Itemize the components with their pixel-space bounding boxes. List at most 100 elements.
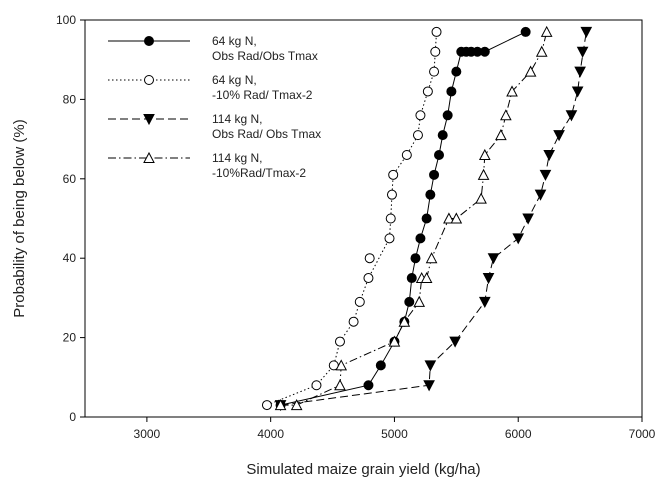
data-point — [385, 213, 396, 224]
data-point — [375, 360, 386, 371]
data-point — [348, 316, 359, 327]
data-point — [580, 26, 593, 38]
legend-label: 64 kg N, — [212, 73, 257, 87]
legend-marker — [144, 36, 154, 46]
data-point — [431, 26, 442, 37]
data-point — [425, 252, 438, 264]
data-point — [415, 110, 426, 121]
data-point — [451, 66, 462, 77]
data-point — [429, 169, 440, 180]
data-point — [506, 85, 518, 97]
x-axis-ticks: 3000 4000 5000 6000 7000 — [134, 417, 656, 441]
y-tick-label: 40 — [63, 251, 77, 265]
data-point — [520, 26, 531, 37]
x-tick-label: 3000 — [134, 427, 161, 441]
legend-label: 114 kg N, — [212, 112, 262, 126]
data-point — [424, 360, 437, 372]
data-point — [388, 169, 399, 180]
data-point — [406, 273, 417, 284]
plot-area — [84, 19, 643, 418]
data-point — [434, 149, 445, 160]
data-point — [475, 192, 487, 204]
data-point — [425, 189, 436, 200]
data-point — [334, 336, 345, 347]
legend-label: -10% Rad/ Tmax-2 — [212, 88, 313, 102]
data-point — [535, 45, 548, 57]
series-3 — [274, 26, 593, 412]
data-point — [410, 253, 421, 264]
data-point — [420, 271, 433, 284]
legend-marker — [143, 151, 155, 163]
data-point — [574, 66, 586, 78]
legend-label: 114 kg N, — [212, 151, 262, 165]
y-tick-label: 0 — [69, 410, 76, 424]
data-point — [415, 233, 426, 244]
data-point — [576, 46, 589, 58]
data-point — [354, 296, 365, 307]
x-tick-label: 4000 — [257, 427, 284, 441]
data-point — [261, 400, 272, 411]
data-point — [421, 213, 432, 224]
legend-label: -10%Rad/Tmax-2 — [212, 166, 306, 180]
y-tick-label: 60 — [63, 172, 77, 186]
y-axis-title: Probability of being below (%) — [11, 119, 28, 317]
legend-marker — [144, 75, 154, 85]
data-point — [450, 212, 463, 224]
legend-entry: 64 kg N,-10% Rad/ Tmax-2 — [108, 73, 313, 102]
data-point — [522, 213, 534, 225]
data-point — [388, 335, 401, 347]
data-point — [482, 273, 495, 285]
data-point — [404, 296, 415, 307]
y-tick-label: 20 — [63, 331, 77, 345]
series-2 — [261, 26, 442, 411]
y-tick-label: 80 — [63, 92, 77, 106]
data-point — [290, 399, 303, 411]
data-point — [422, 86, 433, 97]
data-point — [437, 130, 448, 141]
series-1 — [275, 26, 531, 411]
legend-label: Obs Rad/ Obs Tmax — [212, 127, 321, 141]
series-line — [280, 31, 548, 406]
data-point — [449, 336, 461, 348]
legend-marker — [143, 114, 155, 126]
x-tick-label: 6000 — [505, 427, 532, 441]
data-point — [335, 359, 348, 371]
data-point — [478, 296, 491, 308]
legend-entry: 114 kg N,Obs Rad/ Obs Tmax — [108, 112, 321, 141]
data-point — [487, 253, 500, 265]
data-point — [477, 168, 490, 180]
data-point — [443, 212, 455, 224]
data-point — [446, 86, 457, 97]
data-point — [401, 149, 412, 160]
legend-label: Obs Rad/Obs Tmax — [212, 49, 318, 63]
data-point — [430, 46, 441, 57]
data-point — [512, 233, 525, 245]
data-point — [500, 109, 512, 121]
data-point — [334, 379, 346, 391]
data-point — [553, 130, 565, 142]
data-point — [413, 295, 426, 307]
data-point — [479, 46, 490, 57]
legend-label: 64 kg N, — [212, 34, 257, 48]
data-point — [524, 65, 537, 77]
data-point — [386, 189, 397, 200]
data-point — [478, 148, 491, 160]
data-point — [384, 233, 395, 244]
data-point — [534, 189, 547, 201]
data-point — [540, 25, 553, 37]
data-point — [442, 110, 453, 121]
data-point — [412, 130, 423, 141]
data-point — [364, 253, 375, 264]
series-line — [280, 31, 526, 406]
legend-entry: 114 kg N,-10%Rad/Tmax-2 — [108, 151, 306, 180]
data-point — [543, 149, 555, 162]
data-point — [565, 110, 578, 122]
data-point — [311, 380, 322, 391]
data-point — [429, 66, 440, 77]
data-point — [571, 86, 584, 98]
data-point — [363, 380, 374, 391]
data-point — [274, 399, 287, 411]
x-tick-label: 7000 — [629, 427, 656, 441]
